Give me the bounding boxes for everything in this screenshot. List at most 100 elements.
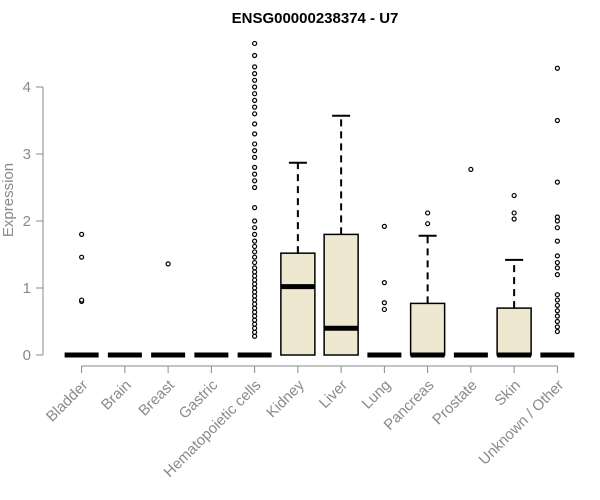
outlier-point bbox=[252, 171, 258, 177]
outlier-point bbox=[554, 117, 560, 124]
outlier-point bbox=[79, 254, 85, 260]
box-group bbox=[323, 114, 359, 356]
box-group bbox=[496, 192, 532, 358]
outlier-point bbox=[79, 297, 85, 303]
outlier-point bbox=[252, 141, 258, 147]
outlier-point bbox=[252, 317, 258, 323]
outlier-point bbox=[554, 218, 560, 224]
outlier-point bbox=[252, 231, 258, 237]
outlier-point bbox=[252, 273, 258, 279]
x-tick-label: Bladder bbox=[43, 377, 92, 426]
outlier-point bbox=[252, 238, 258, 244]
outlier-point bbox=[252, 289, 258, 295]
outlier-point bbox=[252, 243, 258, 250]
outlier-point bbox=[252, 259, 258, 266]
boxes bbox=[64, 40, 575, 358]
box-group bbox=[280, 161, 316, 356]
outlier-point bbox=[252, 285, 258, 291]
outlier-point bbox=[554, 265, 560, 271]
box bbox=[496, 307, 532, 356]
outlier-point bbox=[252, 164, 258, 170]
outlier-point bbox=[554, 302, 560, 309]
outlier-point bbox=[381, 223, 387, 229]
box-group bbox=[237, 40, 272, 358]
x-tick-label: Kidney bbox=[263, 376, 308, 421]
outlier-point bbox=[252, 293, 258, 299]
outlier-point bbox=[252, 297, 258, 303]
outlier-point bbox=[252, 184, 258, 191]
outlier-point bbox=[252, 225, 258, 231]
outlier-point bbox=[252, 178, 258, 184]
box-group bbox=[64, 231, 99, 358]
outlier-point bbox=[511, 210, 517, 216]
outlier-point bbox=[252, 265, 258, 271]
outlier-point bbox=[252, 148, 258, 154]
y-tick-label: 1 bbox=[23, 280, 31, 297]
outlier-point bbox=[554, 328, 560, 335]
outlier-point bbox=[252, 70, 258, 77]
outlier-point bbox=[252, 91, 258, 97]
outlier-point bbox=[252, 84, 258, 90]
outlier-point bbox=[554, 308, 560, 314]
outlier-point bbox=[468, 166, 474, 173]
x-tick-label: Brain bbox=[98, 377, 135, 414]
outlier-point bbox=[511, 216, 517, 222]
box-group bbox=[409, 210, 446, 358]
outlier-point bbox=[252, 281, 258, 287]
outlier-point bbox=[252, 205, 258, 211]
outlier-point bbox=[554, 253, 560, 259]
outlier-point bbox=[252, 277, 258, 283]
outlier-point bbox=[252, 313, 258, 319]
outlier-point bbox=[252, 325, 258, 331]
outlier-point bbox=[252, 52, 258, 59]
y-tick-label: 4 bbox=[23, 79, 31, 96]
outlier-point bbox=[252, 333, 258, 339]
outlier-point bbox=[252, 301, 258, 307]
outlier-point bbox=[252, 218, 258, 224]
outlier-point bbox=[252, 97, 258, 104]
outlier-point bbox=[511, 192, 517, 199]
outlier-point bbox=[554, 179, 560, 185]
outlier-point bbox=[554, 313, 560, 319]
outlier-point bbox=[554, 318, 560, 325]
outlier-point bbox=[425, 210, 431, 216]
box bbox=[409, 302, 446, 356]
box bbox=[323, 233, 359, 356]
outlier-point bbox=[554, 292, 560, 298]
y-tick-label: 2 bbox=[23, 213, 31, 230]
x-tick-label: Breast bbox=[135, 376, 178, 419]
outlier-point bbox=[252, 40, 258, 47]
outlier-point bbox=[554, 259, 560, 266]
outlier-point bbox=[252, 154, 258, 160]
chart-title: ENSG00000238374 - U7 bbox=[232, 10, 399, 27]
outlier-point bbox=[381, 280, 387, 286]
outlier-point bbox=[554, 65, 560, 71]
y-tick-label: 0 bbox=[23, 347, 31, 364]
x-tick-label: Liver bbox=[316, 377, 351, 412]
box-group bbox=[540, 65, 575, 358]
outlier-point bbox=[252, 249, 258, 255]
outlier-point bbox=[252, 329, 258, 335]
outlier-point bbox=[381, 300, 387, 306]
y-axis-label: Expression bbox=[0, 163, 17, 237]
outlier-point bbox=[252, 121, 258, 127]
outlier-point bbox=[252, 111, 258, 117]
outlier-point bbox=[252, 269, 258, 275]
outlier-point bbox=[554, 214, 560, 220]
box-group bbox=[453, 166, 488, 358]
outlier-point bbox=[252, 321, 258, 327]
outlier-point bbox=[79, 231, 85, 237]
box-group bbox=[151, 261, 186, 358]
box-group bbox=[367, 223, 402, 358]
outlier-point bbox=[554, 324, 560, 330]
outlier-point bbox=[381, 306, 387, 313]
outlier-point bbox=[165, 261, 171, 267]
outlier-point bbox=[554, 272, 560, 278]
outlier-point bbox=[252, 64, 258, 70]
outlier-point bbox=[554, 297, 560, 303]
outlier-point bbox=[252, 131, 258, 137]
y-axis: 0 1 2 3 4 bbox=[23, 79, 44, 364]
y-tick-label: 3 bbox=[23, 146, 31, 163]
outlier-point bbox=[252, 104, 258, 110]
